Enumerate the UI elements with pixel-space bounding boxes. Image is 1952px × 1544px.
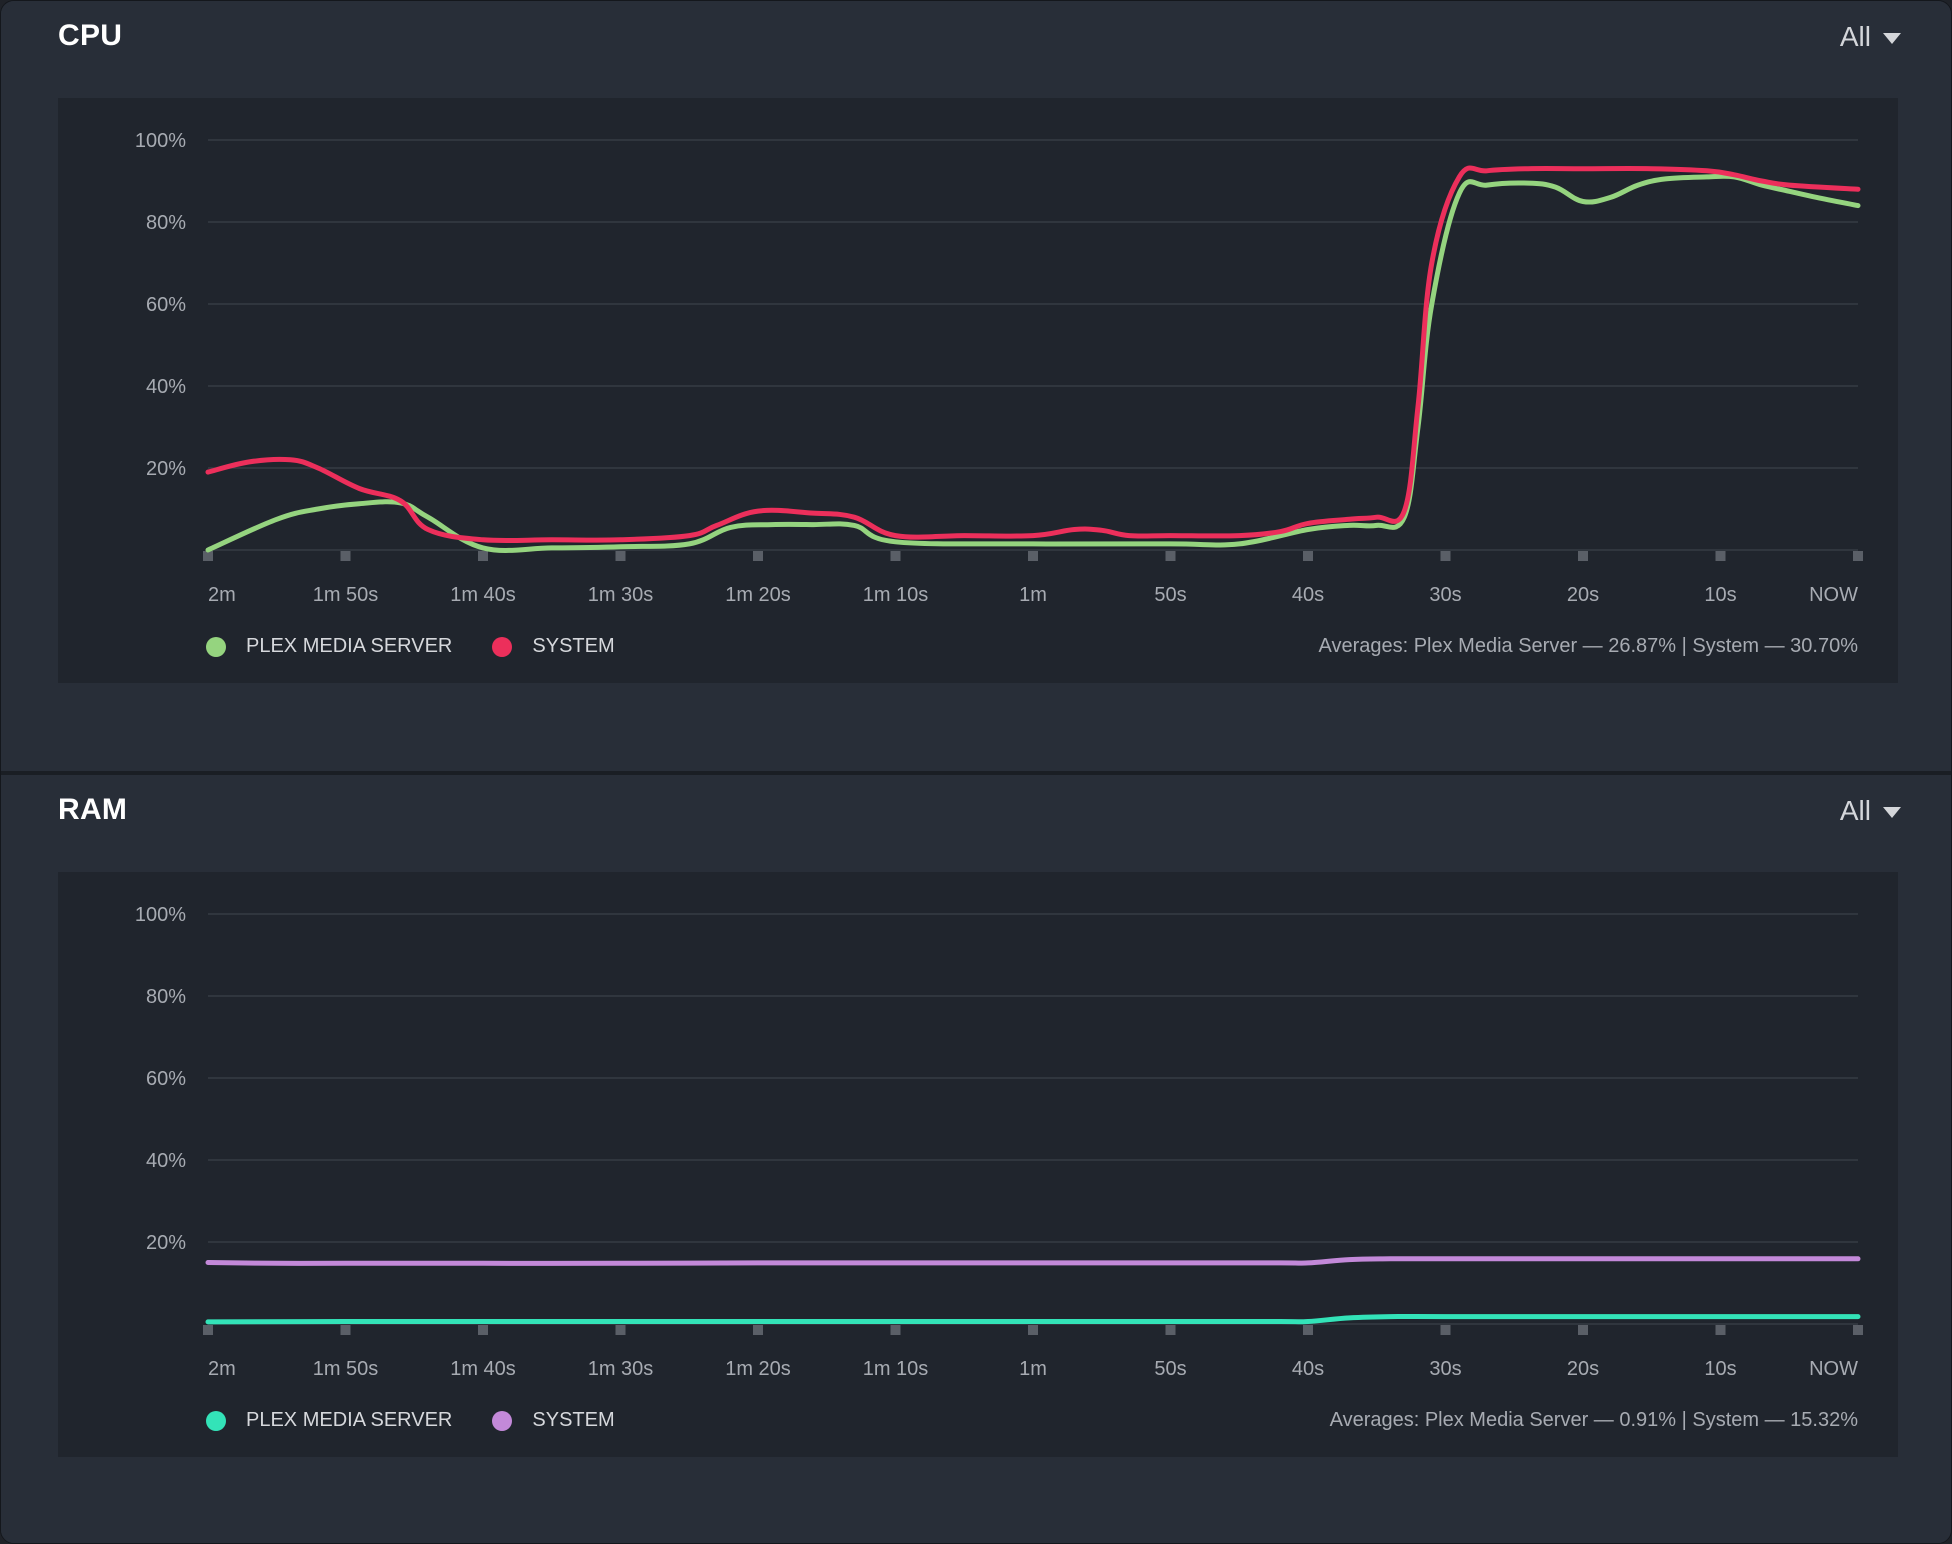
cpu-x-tick	[753, 551, 763, 561]
cpu-y-tick-label: 20%	[146, 458, 186, 480]
ram-x-tick	[1440, 1325, 1451, 1335]
ram-panel: RAM All 100% 80% 60% 40% 20% 2m 1m 50s 1m 40s 1m…	[1, 775, 1951, 1543]
cpu-x-tick	[1715, 551, 1726, 561]
cpu-x-tick	[1165, 551, 1176, 561]
legend-dot-icon	[206, 1410, 226, 1431]
ram-x-tick-label: 50s	[1154, 1358, 1186, 1380]
cpu-filter-dropdown[interactable]: All	[1840, 21, 1901, 53]
cpu-x-tick	[1853, 551, 1863, 561]
ram-y-tick-label: 80%	[146, 986, 186, 1008]
cpu-x-tick	[1303, 551, 1313, 561]
ram-x-tick	[615, 1325, 626, 1335]
ram-chart: 100% 80% 60% 40% 20% 2m 1m 50s 1m 40s 1m 30s 1m 2…	[58, 872, 1898, 1457]
ram-legend: PLEX MEDIA SERVER SYSTEM	[206, 1409, 655, 1432]
ram-x-tick-label: 1m 10s	[863, 1358, 929, 1380]
cpu-x-tick	[340, 551, 351, 561]
cpu-chart: 100% 80% 60% 40% 20% 2m 1m 50s 1m 40s 1m 30s 1m 2…	[58, 98, 1898, 683]
caret-down-icon	[1883, 32, 1901, 44]
legend-dot-icon	[492, 636, 513, 657]
cpu-legend-label-plex: PLEX MEDIA SERVER	[246, 635, 453, 657]
ram-x-tick-label: 1m 50s	[313, 1358, 379, 1380]
caret-down-icon	[1883, 806, 1901, 818]
cpu-x-tick-label: 10s	[1704, 584, 1736, 606]
cpu-series-line-plex-media-server	[205, 173, 1861, 553]
ram-legend-item-system[interactable]: SYSTEM	[492, 1409, 615, 1432]
ram-series-line-system	[205, 1256, 1861, 1266]
cpu-x-tick-label: 1m 20s	[725, 584, 791, 606]
ram-x-tick	[1165, 1325, 1176, 1335]
ram-x-tick	[1715, 1325, 1726, 1335]
cpu-x-tick	[1028, 551, 1038, 561]
cpu-x-tick-label: 30s	[1429, 584, 1461, 606]
ram-x-tick	[1028, 1325, 1038, 1335]
ram-chart-svg: 100% 80% 60% 40% 20% 2m 1m 50s 1m 40s 1m 30s 1m 2…	[135, 904, 1863, 1380]
cpu-x-tick-label: 1m 10s	[863, 584, 929, 606]
cpu-x-tick-label: 1m 50s	[313, 584, 379, 606]
cpu-panel: CPU All 100% 80% 60% 40% 20% 2m 1m 50s 1m 40s 1m…	[1, 1, 1951, 771]
ram-x-tick	[753, 1325, 763, 1335]
ram-x-tick	[1853, 1325, 1863, 1335]
ram-averages: Averages: Plex Media Server — 0.91% | Sy…	[1329, 1409, 1858, 1431]
legend-dot-icon	[492, 1410, 513, 1431]
ram-x-tick	[340, 1325, 351, 1335]
cpu-x-tick-label: NOW	[1809, 584, 1858, 606]
cpu-x-tick-label: 1m 40s	[450, 584, 516, 606]
ram-y-tick-label: 100%	[135, 904, 186, 926]
ram-legend-item-plex[interactable]: PLEX MEDIA SERVER	[206, 1409, 452, 1432]
ram-x-tick-label: 40s	[1292, 1358, 1324, 1380]
cpu-x-tick	[478, 551, 488, 561]
cpu-x-tick	[1578, 551, 1588, 561]
ram-x-tick	[890, 1325, 901, 1335]
ram-x-tick-label: 20s	[1567, 1358, 1599, 1380]
cpu-x-tick-label: 40s	[1292, 584, 1324, 606]
ram-y-tick-label: 20%	[146, 1232, 186, 1254]
ram-x-tick	[1303, 1325, 1313, 1335]
cpu-filter-value: All	[1839, 21, 1871, 52]
cpu-x-tick-label: 50s	[1154, 584, 1186, 606]
cpu-x-tick	[615, 551, 626, 561]
cpu-x-tick	[203, 551, 213, 561]
cpu-x-tick-label: 1m	[1019, 584, 1047, 606]
cpu-averages: Averages: Plex Media Server — 26.87% | S…	[1318, 635, 1858, 657]
ram-x-tick	[203, 1325, 213, 1335]
cpu-legend-item-system[interactable]: SYSTEM	[492, 635, 615, 658]
ram-x-tick	[478, 1325, 488, 1335]
cpu-chart-svg: 100% 80% 60% 40% 20% 2m 1m 50s 1m 40s 1m 30s 1m 2…	[135, 130, 1863, 606]
cpu-x-tick	[890, 551, 901, 561]
ram-x-tick-label: 2m	[208, 1358, 236, 1380]
cpu-y-tick-label: 100%	[135, 130, 186, 152]
ram-legend-label-plex: PLEX MEDIA SERVER	[246, 1409, 453, 1431]
cpu-legend: PLEX MEDIA SERVER SYSTEM	[206, 635, 655, 658]
ram-x-tick	[1578, 1325, 1588, 1335]
ram-x-tick-label: 10s	[1704, 1358, 1736, 1380]
ram-x-tick-label: 1m 30s	[588, 1358, 654, 1380]
ram-y-tick-label: 40%	[146, 1150, 186, 1172]
cpu-panel-title: CPU	[58, 19, 123, 52]
ram-legend-label-system: SYSTEM	[532, 1409, 615, 1431]
ram-x-tick-label: 1m 40s	[450, 1358, 516, 1380]
cpu-y-tick-label: 80%	[146, 212, 186, 234]
ram-y-tick-label: 60%	[146, 1068, 186, 1090]
cpu-x-tick-label: 2m	[208, 584, 236, 606]
cpu-x-tick-label: 20s	[1567, 584, 1599, 606]
ram-panel-title: RAM	[58, 793, 128, 826]
ram-series-line-plex-media-server	[205, 1314, 1861, 1325]
panel-divider	[1, 771, 1951, 775]
cpu-y-tick-label: 40%	[146, 376, 186, 398]
ram-x-tick-label: NOW	[1809, 1358, 1858, 1380]
ram-x-tick-label: 1m 20s	[725, 1358, 791, 1380]
cpu-x-tick	[1440, 551, 1451, 561]
cpu-legend-label-system: SYSTEM	[532, 635, 615, 657]
cpu-y-tick-label: 60%	[146, 294, 186, 316]
ram-filter-dropdown[interactable]: All	[1840, 795, 1901, 827]
cpu-series-line-system	[205, 165, 1861, 544]
legend-dot-icon	[206, 636, 226, 657]
cpu-legend-item-plex[interactable]: PLEX MEDIA SERVER	[206, 635, 452, 658]
ram-filter-value: All	[1839, 795, 1871, 826]
cpu-x-tick-label: 1m 30s	[588, 584, 654, 606]
ram-x-tick-label: 30s	[1429, 1358, 1461, 1380]
ram-x-tick-label: 1m	[1019, 1358, 1047, 1380]
